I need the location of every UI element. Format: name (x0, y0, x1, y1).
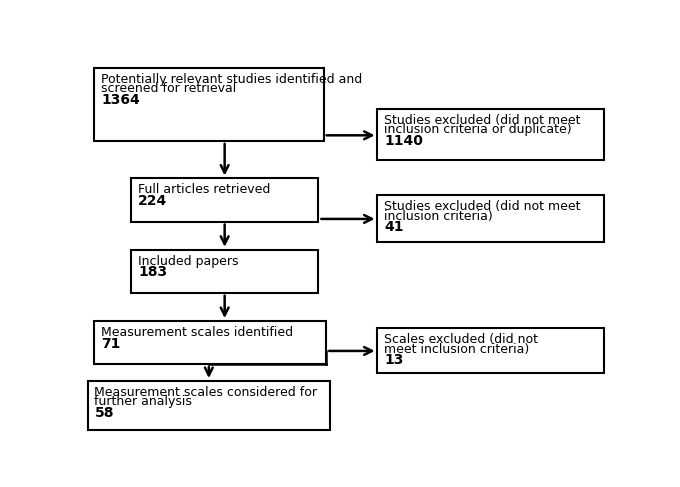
Text: 41: 41 (384, 220, 404, 234)
Text: Measurement scales identified: Measurement scales identified (101, 326, 294, 339)
Text: 13: 13 (384, 354, 404, 367)
Text: further analysis: further analysis (95, 395, 192, 408)
Text: Included papers: Included papers (138, 255, 239, 267)
Text: inclusion criteria): inclusion criteria) (384, 209, 493, 223)
Text: 1140: 1140 (384, 134, 423, 148)
Text: inclusion criteria or duplicate): inclusion criteria or duplicate) (384, 123, 572, 136)
Bar (95, 321, 326, 364)
Text: 58: 58 (95, 406, 114, 420)
Text: meet inclusion criteria): meet inclusion criteria) (384, 343, 530, 356)
Bar (377, 109, 604, 160)
Text: Measurement scales considered for: Measurement scales considered for (95, 386, 318, 399)
Bar (377, 328, 604, 374)
Text: Full articles retrieved: Full articles retrieved (138, 183, 271, 196)
Text: 71: 71 (101, 337, 121, 351)
Bar (131, 178, 318, 222)
Text: Scales excluded (did not: Scales excluded (did not (384, 333, 539, 346)
Text: Studies excluded (did not meet: Studies excluded (did not meet (384, 114, 581, 127)
Text: Studies excluded (did not meet: Studies excluded (did not meet (384, 200, 581, 213)
Bar (95, 68, 324, 141)
Text: 183: 183 (138, 265, 167, 280)
Text: Potentially relevant studies identified and: Potentially relevant studies identified … (101, 73, 362, 86)
Bar (377, 195, 604, 242)
Text: screened for retrieval: screened for retrieval (101, 82, 237, 95)
Text: 1364: 1364 (101, 93, 140, 107)
Bar (88, 381, 330, 430)
Bar (131, 250, 318, 293)
Text: 224: 224 (138, 194, 167, 208)
